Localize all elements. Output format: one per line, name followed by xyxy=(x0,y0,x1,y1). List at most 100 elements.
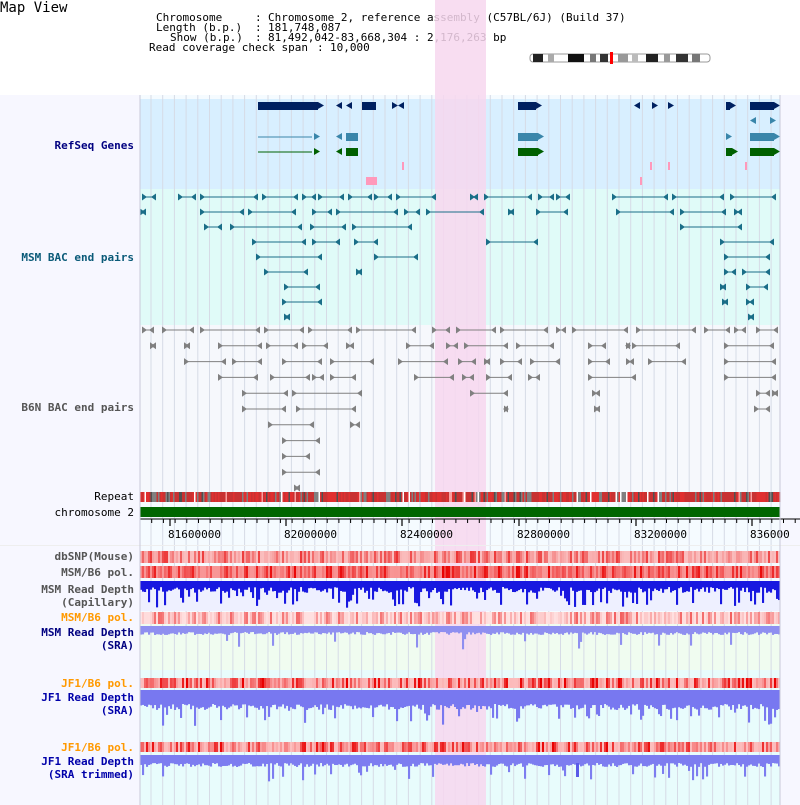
msm-sra-depth-bar xyxy=(292,626,295,634)
msm-b6-pol-cell xyxy=(448,566,451,578)
msm-b6-pol2-cell xyxy=(360,612,363,624)
repeat-element xyxy=(386,492,388,502)
jf1-trim-depth-bar xyxy=(360,755,363,776)
msm-capillary-depth-bar xyxy=(426,581,429,592)
jf1-sra-depth-bar xyxy=(334,690,337,719)
msm-b6-pol2-cell xyxy=(306,612,309,624)
msm-b6-pol-cell xyxy=(292,566,295,578)
jf1-b6-pol2-cell xyxy=(414,742,417,752)
msm-b6-pol2-cell xyxy=(512,612,515,624)
repeat-element xyxy=(525,492,528,502)
msm-bac-end-marker xyxy=(746,283,751,291)
msm-b6-pol2-cell xyxy=(768,612,771,624)
jf1-sra-depth-bar xyxy=(598,690,601,717)
jf1-trim-depth-bar xyxy=(282,755,285,777)
jf1-b6-pol-cell xyxy=(566,678,569,688)
jf1-sra-depth-bar xyxy=(578,690,581,710)
jf1-sra-depth-bar xyxy=(244,690,247,705)
dbsnp-density-cell xyxy=(756,551,759,563)
msm-capillary-depth-bar xyxy=(742,581,745,588)
jf1-trim-depth-bar xyxy=(420,755,423,764)
msm-b6-pol-cell xyxy=(718,566,721,578)
jf1-b6-pol-cell xyxy=(414,678,417,688)
msm-capillary-depth-bar xyxy=(182,581,185,603)
msm-sra-depth-bar xyxy=(510,626,513,635)
jf1-b6-pol2-cell xyxy=(446,742,449,752)
msm-b6-pol2-cell xyxy=(316,612,319,624)
b6n-bac-end-marker xyxy=(162,326,167,334)
b6n-bac-end-marker xyxy=(295,484,300,492)
jf1-trim-depth-bar xyxy=(714,755,717,764)
jf1-b6-pol2-cell xyxy=(148,742,151,752)
jf1-trim-depth-bar xyxy=(334,755,337,766)
jf1-sra-depth-bar xyxy=(726,690,729,705)
msm-sra-depth-bar xyxy=(468,626,471,633)
repeat-element xyxy=(255,492,258,502)
strand-arrow xyxy=(392,102,398,109)
msm-b6-pol2-cell xyxy=(440,612,443,624)
msm-b6-pol-cell xyxy=(724,566,727,578)
msm-sra-depth-bar xyxy=(314,626,317,633)
dbsnp-density-cell xyxy=(712,551,715,563)
msm-capillary-depth-bar xyxy=(682,581,685,593)
jf1-b6-pol2-cell xyxy=(742,742,745,752)
msm-b6-pol2-cell xyxy=(320,612,323,624)
jf1-b6-pol2-cell xyxy=(574,742,577,752)
msm-capillary-depth-bar xyxy=(640,581,643,589)
msm-sra-depth-bar xyxy=(570,626,573,633)
msm-bac-end-marker xyxy=(486,238,491,246)
repeat-element xyxy=(686,492,688,502)
jf1-b6-pol2-cell xyxy=(532,742,535,752)
msm-capillary-depth-bar xyxy=(642,581,645,593)
dbsnp-density-cell xyxy=(410,551,413,563)
jf1-b6-pol2-cell xyxy=(368,742,371,752)
jf1-b6-pol2-cell xyxy=(384,742,387,752)
dbsnp-density-cell xyxy=(766,551,769,563)
msm-capillary-depth-bar xyxy=(718,581,721,590)
repeat-element xyxy=(699,492,702,502)
jf1-b6-pol-cell xyxy=(184,678,187,688)
jf1-sra-depth-bar xyxy=(144,690,147,706)
jf1-sra-depth-bar xyxy=(610,690,613,710)
msm-capillary-depth-bar xyxy=(700,581,703,590)
jf1-trim-depth-bar xyxy=(236,755,239,767)
repeat-element xyxy=(492,492,495,502)
dbsnp-density-cell xyxy=(560,551,563,563)
jf1-trim-depth-bar xyxy=(292,755,295,765)
repeat-element xyxy=(503,492,505,502)
msm-b6-pol-cell xyxy=(576,566,579,578)
jf1-b6-pol-cell xyxy=(292,678,295,688)
dbsnp-density-cell xyxy=(710,551,713,563)
jf1-sra-depth-bar xyxy=(612,690,615,708)
jf1-b6-pol-cell xyxy=(538,678,541,688)
jf1-sra-depth-bar xyxy=(654,690,657,709)
jf1-sra-depth-bar xyxy=(718,690,721,718)
b6n-bac-end-marker xyxy=(555,358,560,366)
b6n-bac-end-marker xyxy=(771,373,776,381)
jf1-sra-depth-bar xyxy=(444,690,447,706)
msm-sra-depth-bar xyxy=(738,626,741,633)
dbsnp-density-cell xyxy=(302,551,305,563)
jf1-sra-depth-bar xyxy=(236,690,239,706)
repeat-element xyxy=(677,492,679,502)
jf1-trim-depth-bar xyxy=(410,755,413,767)
repeat-element xyxy=(744,492,747,502)
dbsnp-density-cell xyxy=(778,551,781,563)
msm-capillary-depth-bar xyxy=(636,581,639,604)
jf1-b6-pol-cell xyxy=(448,678,451,688)
jf1-sra-depth-bar xyxy=(516,690,519,722)
strand-arrow xyxy=(668,102,674,109)
msm-b6-pol2-cell xyxy=(754,612,757,624)
msm-capillary-depth-bar xyxy=(408,581,411,588)
msm-b6-pol2-cell xyxy=(750,612,753,624)
repeat-element xyxy=(759,492,762,502)
msm-b6-pol2-cell xyxy=(744,612,747,624)
b6n-bac-end-marker xyxy=(317,358,322,366)
b6n-bac-end-marker xyxy=(257,358,262,366)
jf1-b6-pol-cell xyxy=(638,678,641,688)
dbsnp-density-cell xyxy=(202,551,205,563)
repeat-element xyxy=(290,492,292,502)
repeat-element xyxy=(425,492,427,502)
msm-b6-pol2-cell xyxy=(146,612,149,624)
